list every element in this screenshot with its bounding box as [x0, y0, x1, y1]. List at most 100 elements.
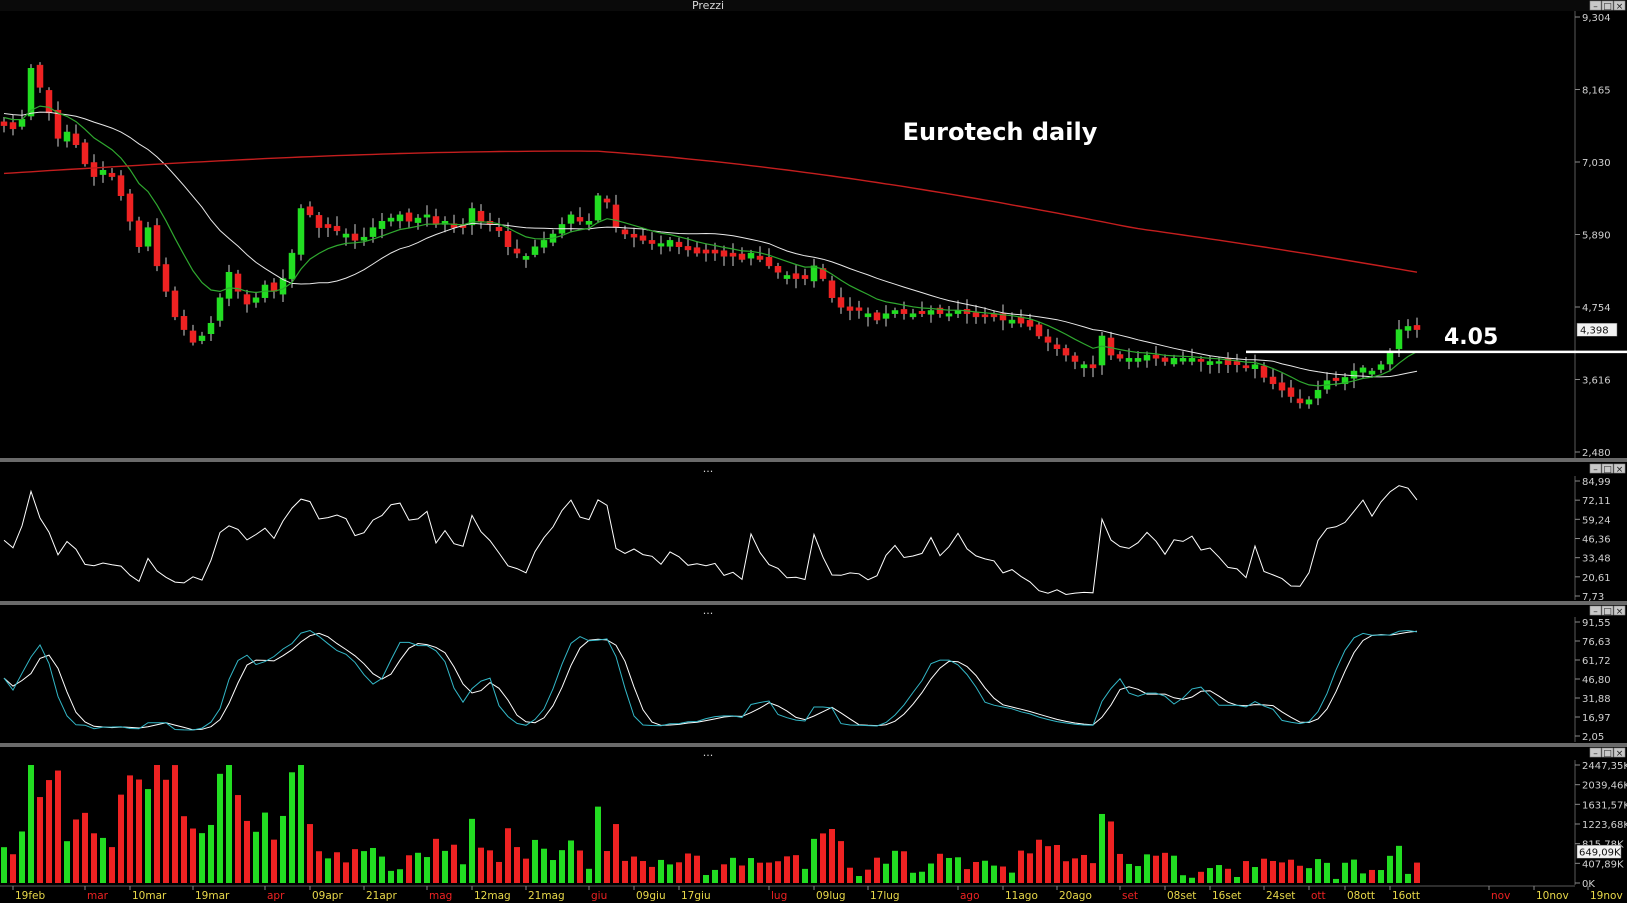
stochastic-tick-label: 91,55	[1582, 618, 1611, 629]
pane-splitter-3[interactable]	[0, 743, 1627, 747]
pane-splitter-1[interactable]	[0, 458, 1627, 462]
volume-bar	[235, 795, 241, 883]
candle-down	[234, 269, 242, 299]
volume-bar	[712, 869, 718, 883]
volume-bar	[928, 863, 934, 883]
volume-bar	[1360, 873, 1366, 883]
pane-buttons-top: – □ ×	[1589, 0, 1626, 12]
volume-bar	[955, 857, 961, 883]
volume-bar	[757, 862, 763, 883]
volume-bar	[847, 867, 853, 883]
volume-bar	[64, 841, 70, 883]
volume-bar	[991, 865, 997, 883]
candle-down	[576, 207, 584, 225]
maximize-button[interactable]: □	[1601, 0, 1614, 12]
volume-bar	[91, 833, 97, 883]
volume-bar	[1153, 855, 1159, 883]
x-tick-label: 08ott	[1347, 890, 1375, 902]
volume-bar	[631, 856, 637, 883]
oscillator-tick-label: 7,73	[1582, 592, 1604, 603]
volume-bar	[1009, 872, 1015, 883]
candle-up	[1080, 361, 1088, 377]
candle-down	[45, 87, 53, 121]
maximize-button[interactable]: □	[1601, 463, 1614, 475]
minimize-button[interactable]: –	[1589, 463, 1602, 475]
volume-bar	[901, 851, 907, 883]
volume-bar	[730, 857, 736, 883]
candle-up	[1098, 331, 1106, 375]
close-button[interactable]: ×	[1613, 463, 1626, 475]
candle-down	[900, 301, 908, 320]
candle-down	[306, 201, 314, 218]
candle-up	[540, 231, 548, 254]
volume-bar	[352, 849, 358, 883]
volume-bar	[748, 858, 754, 883]
minimize-button[interactable]: –	[1589, 0, 1602, 12]
volume-tick-label: 407,89K	[1582, 859, 1624, 870]
candle-down	[171, 286, 179, 321]
candle-up	[585, 213, 593, 231]
x-tick-label: ago	[960, 890, 980, 902]
volume-bar	[487, 850, 493, 883]
volume-bar	[244, 820, 250, 883]
candle-up	[1143, 351, 1151, 368]
sma-white-line	[3, 111, 1418, 378]
close-button[interactable]: ×	[1613, 0, 1626, 12]
volume-bar	[406, 855, 412, 883]
volume-tick-label: 2039,46K	[1582, 781, 1627, 792]
pane-grip-1[interactable]: ···	[703, 465, 714, 478]
maximize-button[interactable]: □	[1601, 605, 1614, 617]
pane-button-glyph: –	[1593, 465, 1598, 475]
last-price-value: 4,398	[1580, 326, 1609, 337]
volume-bar	[1189, 877, 1195, 883]
volume-bar	[55, 770, 61, 883]
candle-down	[189, 324, 197, 346]
minimize-button[interactable]: –	[1589, 605, 1602, 617]
candle-down	[720, 245, 728, 266]
close-button[interactable]: ×	[1613, 747, 1626, 759]
pane-grip-2[interactable]: ···	[703, 607, 714, 620]
volume-bar	[1099, 813, 1105, 883]
volume-bar	[298, 765, 304, 883]
volume-bar	[163, 779, 169, 883]
volume-bar	[559, 850, 565, 883]
candle-up	[1179, 351, 1187, 365]
volume-bar	[865, 869, 871, 883]
candle-up	[891, 307, 899, 318]
stochastic-tick-label: 61,72	[1582, 656, 1611, 667]
x-tick-label: 19mar	[195, 890, 230, 902]
candle-down	[270, 278, 278, 299]
pane-grip-3[interactable]: ···	[703, 749, 714, 762]
candle-down	[351, 224, 359, 249]
x-tick-label: 09giu	[636, 890, 666, 902]
close-button[interactable]: ×	[1613, 605, 1626, 617]
candle-down	[1035, 321, 1043, 339]
candle-down	[477, 204, 485, 229]
oscillator-y-axis: 84,99 72,11 59,24 46,36 33,48 20,61 7,73	[1575, 477, 1611, 603]
candle-up	[144, 221, 152, 252]
candle-down	[117, 170, 125, 201]
volume-bar	[1333, 878, 1339, 883]
maximize-button[interactable]: □	[1601, 747, 1614, 759]
volume-bar	[1081, 854, 1087, 883]
volume-bar	[433, 838, 439, 883]
volume-bar	[379, 856, 385, 883]
volume-bar	[964, 869, 970, 883]
candle-down	[1062, 344, 1070, 362]
candle-up	[396, 211, 404, 229]
price-tick-label: 8,165	[1582, 86, 1611, 97]
minimize-button[interactable]: –	[1589, 747, 1602, 759]
pane-splitter-2[interactable]	[0, 601, 1627, 605]
volume-tick-label: 2447,35K	[1582, 761, 1627, 772]
volume-bar	[1387, 855, 1393, 883]
candle-down	[1233, 353, 1241, 373]
x-tick-label: 24set	[1266, 890, 1295, 902]
candle-up	[360, 227, 368, 246]
x-tick-label: 12mag	[474, 890, 511, 902]
candle-up	[522, 253, 530, 268]
volume-bar	[1, 847, 7, 883]
candle-up	[252, 291, 260, 308]
volume-pane: 2447,35K2039,46K1631,57K1223,68K815,78K4…	[1, 760, 1627, 890]
x-tick-label: ott	[1311, 890, 1326, 902]
